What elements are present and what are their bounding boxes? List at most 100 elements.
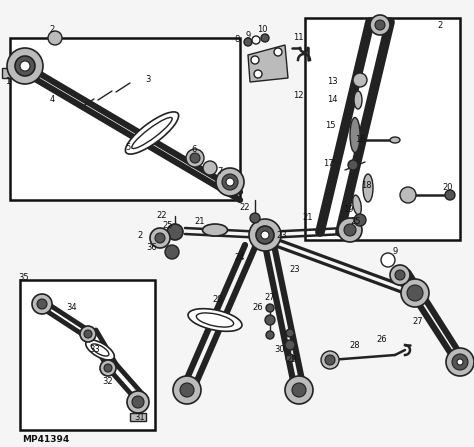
Text: 30: 30 [275, 346, 285, 354]
Text: 7: 7 [217, 168, 223, 177]
Circle shape [226, 178, 234, 186]
Circle shape [457, 359, 463, 365]
Circle shape [7, 48, 43, 84]
Text: 36: 36 [146, 244, 157, 253]
Text: 29: 29 [287, 355, 297, 364]
Circle shape [155, 233, 165, 243]
Circle shape [127, 391, 149, 413]
Circle shape [251, 56, 259, 64]
Text: 27: 27 [264, 294, 275, 303]
Circle shape [401, 279, 429, 307]
Circle shape [261, 34, 269, 42]
Text: 17: 17 [323, 159, 333, 168]
Circle shape [249, 219, 281, 251]
Circle shape [180, 383, 194, 397]
Circle shape [186, 149, 204, 167]
Text: 22: 22 [240, 203, 250, 212]
Circle shape [325, 355, 335, 365]
Text: 2: 2 [137, 231, 143, 240]
Circle shape [20, 61, 30, 71]
Circle shape [254, 70, 262, 78]
Text: 21: 21 [303, 214, 313, 223]
Text: 9: 9 [392, 248, 398, 257]
Circle shape [370, 15, 390, 35]
Bar [2, 68, 16, 78]
Ellipse shape [390, 137, 400, 143]
Text: 3: 3 [146, 76, 151, 84]
Ellipse shape [353, 195, 361, 215]
Circle shape [173, 376, 201, 404]
Ellipse shape [354, 91, 362, 109]
Circle shape [261, 231, 269, 239]
Text: 35: 35 [18, 274, 29, 283]
Text: 25: 25 [163, 220, 173, 229]
Text: 26: 26 [253, 304, 264, 312]
Circle shape [252, 36, 260, 44]
Circle shape [48, 31, 62, 45]
Text: 20: 20 [443, 184, 453, 193]
Circle shape [348, 160, 358, 170]
Circle shape [244, 38, 252, 46]
Bar [130, 413, 146, 421]
Text: 5: 5 [126, 143, 131, 152]
Text: 9: 9 [246, 30, 251, 39]
Circle shape [32, 294, 52, 314]
Ellipse shape [86, 340, 114, 360]
Text: 23: 23 [277, 231, 287, 240]
Circle shape [216, 168, 244, 196]
Text: 24: 24 [235, 253, 245, 262]
Circle shape [165, 245, 179, 259]
Ellipse shape [91, 344, 109, 356]
Ellipse shape [125, 112, 179, 154]
Text: 15: 15 [325, 121, 335, 130]
Text: 2: 2 [49, 25, 55, 34]
Circle shape [100, 360, 116, 376]
Circle shape [150, 228, 170, 248]
Circle shape [375, 20, 385, 30]
Text: 25: 25 [351, 218, 361, 227]
Text: 31: 31 [135, 413, 146, 422]
Text: 16: 16 [355, 135, 365, 144]
Circle shape [80, 326, 96, 342]
Text: 14: 14 [327, 96, 337, 105]
Ellipse shape [188, 309, 242, 331]
Text: 21: 21 [195, 218, 205, 227]
Text: 8: 8 [234, 35, 240, 45]
Circle shape [15, 56, 35, 76]
Ellipse shape [196, 313, 234, 327]
Ellipse shape [363, 174, 373, 202]
Circle shape [285, 376, 313, 404]
Bar [305, 18, 460, 240]
Polygon shape [248, 45, 288, 82]
Circle shape [344, 224, 356, 236]
Text: 26: 26 [377, 336, 387, 345]
Circle shape [256, 226, 274, 244]
Text: 28: 28 [350, 341, 360, 350]
Circle shape [84, 330, 92, 338]
Text: 19: 19 [343, 206, 353, 215]
Text: MP41394: MP41394 [22, 435, 69, 444]
Ellipse shape [202, 224, 228, 236]
Ellipse shape [132, 118, 172, 148]
Text: 4: 4 [49, 96, 55, 105]
Circle shape [266, 331, 274, 339]
Circle shape [354, 214, 366, 226]
Circle shape [338, 218, 362, 242]
Circle shape [292, 383, 306, 397]
Circle shape [445, 190, 455, 200]
Text: 20: 20 [213, 295, 223, 304]
Circle shape [452, 354, 468, 370]
Circle shape [266, 304, 274, 312]
Circle shape [286, 329, 294, 337]
Circle shape [274, 48, 282, 56]
Circle shape [285, 340, 295, 350]
Text: 12: 12 [293, 90, 303, 100]
Text: 22: 22 [157, 211, 167, 219]
Circle shape [132, 396, 144, 408]
Circle shape [250, 213, 260, 223]
Circle shape [446, 348, 474, 376]
Text: 1: 1 [5, 77, 10, 87]
Circle shape [37, 299, 47, 309]
Text: 13: 13 [327, 77, 337, 87]
Circle shape [400, 187, 416, 203]
